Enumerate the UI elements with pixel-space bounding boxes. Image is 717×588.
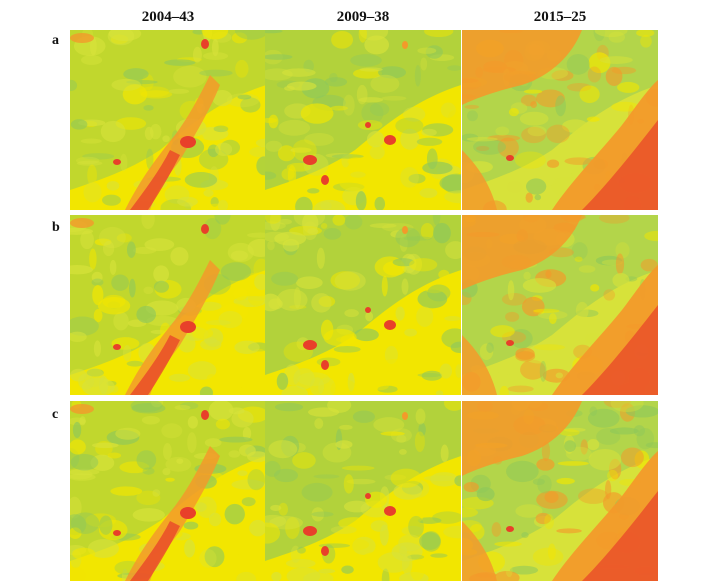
column-header-2009-38: 2009–38 xyxy=(336,9,390,25)
row-label-a: a xyxy=(52,33,59,48)
map-panel-b-2009-38 xyxy=(265,215,461,395)
map-panel-c-2004-43 xyxy=(70,401,266,581)
map-image xyxy=(70,215,266,395)
map-image xyxy=(462,401,658,581)
row-label-b: b xyxy=(52,220,60,235)
map-image xyxy=(70,30,266,210)
map-image xyxy=(265,401,461,581)
map-image xyxy=(462,30,658,210)
column-header-2004-43: 2004–43 xyxy=(141,9,195,25)
map-panel-a-2009-38 xyxy=(265,30,461,210)
map-image xyxy=(265,215,461,395)
map-image xyxy=(265,30,461,210)
map-panel-b-2004-43 xyxy=(70,215,266,395)
map-panel-a-2004-43 xyxy=(70,30,266,210)
map-panel-a-2015-25 xyxy=(462,30,658,210)
map-panel-c-2015-25 xyxy=(462,401,658,581)
map-image xyxy=(462,215,658,395)
map-panel-c-2009-38 xyxy=(265,401,461,581)
column-header-2015-25: 2015–25 xyxy=(533,9,587,25)
row-label-c: c xyxy=(52,407,59,422)
map-image xyxy=(70,401,266,581)
map-panel-b-2015-25 xyxy=(462,215,658,395)
